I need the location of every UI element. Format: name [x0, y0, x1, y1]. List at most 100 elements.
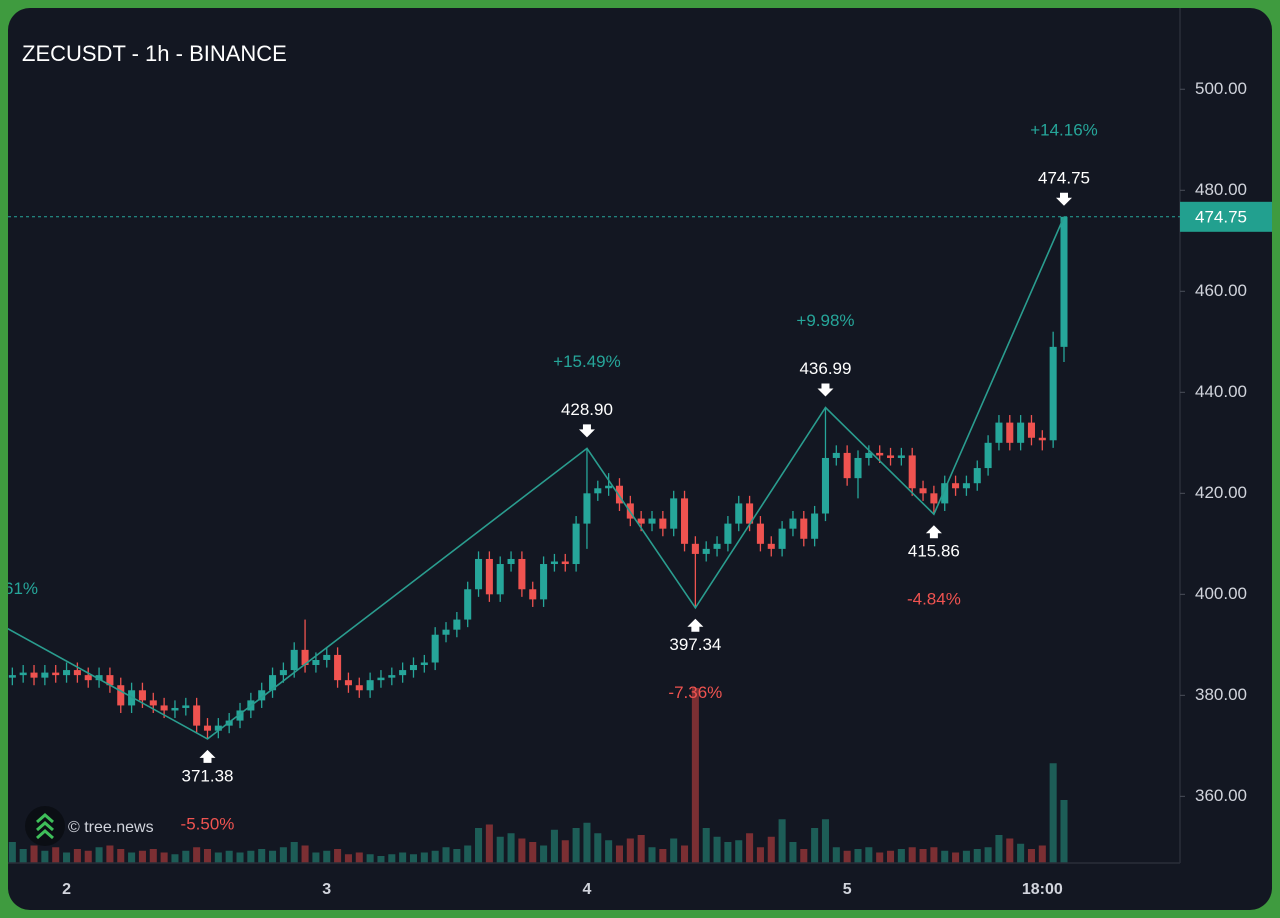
- volume-bar: [973, 849, 981, 863]
- pivot-arrow: [1055, 192, 1072, 206]
- candle-body: [149, 700, 157, 706]
- candle-body: [19, 672, 27, 676]
- x-tick-label: 3: [322, 881, 331, 898]
- candle-body: [995, 422, 1003, 443]
- volume-bar: [594, 833, 602, 863]
- candle-body: [811, 513, 819, 539]
- pivot-arrow: [687, 618, 704, 632]
- candle-body: [182, 705, 190, 708]
- volume-bar: [800, 849, 808, 863]
- candle-body: [594, 488, 602, 494]
- y-tick-label: 380.00: [1195, 685, 1247, 704]
- volume-bar: [713, 836, 721, 863]
- volume-bar: [919, 849, 927, 863]
- candle-body: [637, 518, 645, 524]
- volume-bar: [203, 849, 212, 863]
- candle-body: [214, 725, 222, 731]
- volume-bar: [171, 854, 179, 863]
- volume-bar: [659, 849, 667, 863]
- volume-bar: [377, 856, 385, 863]
- volume-bar: [691, 688, 699, 863]
- candle-body: [832, 452, 840, 458]
- candle-body: [681, 498, 689, 544]
- volume-bar: [453, 849, 461, 863]
- candle-body: [1060, 216, 1068, 347]
- change-label: -7.36%: [668, 683, 722, 702]
- candle-body: [290, 649, 298, 671]
- pivot-price-label: 436.99: [799, 359, 851, 378]
- candle-body: [561, 561, 569, 565]
- pivot-arrow: [578, 424, 595, 438]
- volume-bar: [1027, 849, 1035, 863]
- candle-body: [670, 498, 678, 529]
- candle-body: [952, 483, 960, 489]
- candle-body: [648, 518, 656, 524]
- volume-bar: [95, 847, 103, 863]
- candle-body: [464, 589, 472, 620]
- volume-bar: [19, 849, 27, 863]
- candle-body: [659, 518, 667, 529]
- volume-bar: [117, 849, 125, 863]
- pivot-price-label: 474.75: [1038, 168, 1090, 187]
- volume-bar: [952, 852, 960, 863]
- volume-bar: [334, 849, 342, 863]
- candle-body: [973, 468, 981, 484]
- volume-bar: [344, 854, 352, 863]
- volume-bar: [724, 842, 732, 863]
- volume-bar: [388, 854, 396, 863]
- volume-bar: [832, 847, 840, 863]
- candle-body: [312, 659, 320, 666]
- candle-body: [30, 672, 38, 678]
- volume: [8, 688, 1068, 863]
- last-price-label: 474.75: [1195, 207, 1247, 226]
- volume-bar: [681, 845, 689, 863]
- change-label: 61%: [8, 579, 38, 598]
- zigzag: 61% 371.38 -5.50% 428.90 +15.49% 397.34 -7.36%…: [8, 120, 1098, 833]
- volume-bar: [366, 854, 374, 863]
- volume-bar: [1017, 843, 1025, 863]
- candle-body: [8, 675, 16, 678]
- candle-body: [496, 564, 504, 595]
- candle-body: [941, 483, 949, 504]
- candle-body: [84, 675, 92, 681]
- volume-bar: [941, 850, 949, 863]
- volume-bar: [561, 840, 569, 863]
- candle-body: [724, 523, 732, 544]
- volume-bar: [323, 850, 331, 863]
- pivot-price-label: 415.86: [908, 542, 960, 561]
- candle-body: [702, 548, 710, 554]
- change-label: -5.50%: [181, 814, 235, 833]
- candle-body: [756, 523, 764, 544]
- candle-body: [962, 483, 970, 489]
- volume-bar: [735, 840, 743, 863]
- candle-body: [865, 452, 873, 458]
- candle-body: [930, 493, 938, 504]
- candle-body: [529, 589, 537, 600]
- volume-bar: [8, 842, 16, 863]
- volume-bar: [399, 852, 407, 863]
- candle-body: [236, 710, 244, 721]
- volume-bar: [496, 836, 504, 863]
- volume-bar: [236, 852, 244, 863]
- volume-bar: [84, 850, 92, 863]
- volume-bar: [106, 845, 114, 863]
- candle-body: [301, 649, 309, 666]
- last-price-tag: [1180, 201, 1272, 232]
- zigzag-line: [8, 216, 1065, 740]
- volume-bar: [821, 819, 829, 863]
- candle-body: [323, 654, 331, 660]
- pivot-price-label: 428.90: [561, 400, 613, 419]
- candle-body: [63, 670, 71, 676]
- volume-bar: [290, 842, 298, 863]
- chart-frame: 61% 371.38 -5.50% 428.90 +15.49% 397.34 -7.36%…: [8, 8, 1272, 910]
- candle-body: [344, 680, 352, 686]
- volume-bar: [887, 850, 895, 863]
- y-tick-label: 360.00: [1195, 786, 1247, 805]
- candle-body: [409, 665, 418, 671]
- candle-body: [138, 690, 146, 701]
- volume-bar: [507, 833, 515, 863]
- volume-bar: [182, 850, 190, 863]
- x-tick-label: 4: [582, 881, 591, 898]
- candle-body: [41, 672, 49, 678]
- candle-body: [897, 455, 905, 458]
